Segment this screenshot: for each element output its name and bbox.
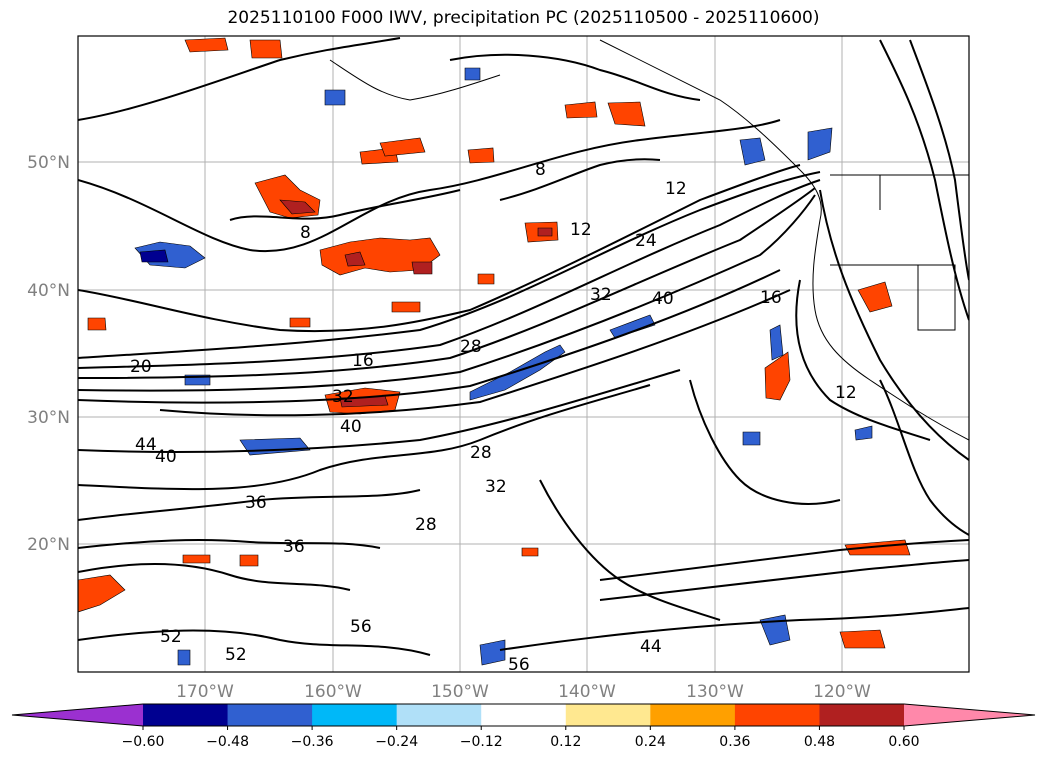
colorbar-segment <box>819 704 905 726</box>
colorbar-segment <box>734 704 820 726</box>
contour-label: 52 <box>225 645 247 665</box>
latitude-labels: 50°N 40°N 30°N 20°N <box>27 153 70 555</box>
contour-label: 24 <box>635 231 657 251</box>
colorbar-tick-label: −0.60 <box>122 734 165 750</box>
contour-label: 52 <box>160 627 182 647</box>
colorbar-tick-label: −0.48 <box>206 734 249 750</box>
colorbar-extend-min <box>12 704 143 726</box>
colorbar-segment <box>227 704 313 726</box>
contour-label: 56 <box>508 655 530 675</box>
colorbar-tick-label: −0.24 <box>375 734 418 750</box>
colorbar-tick-label: 0.60 <box>888 734 919 750</box>
map-area <box>78 36 969 672</box>
contour-label: 16 <box>760 288 782 308</box>
lat-label: 40°N <box>27 281 70 301</box>
contour-label: 12 <box>665 179 687 199</box>
contour-label: 8 <box>535 160 546 180</box>
contour-label: 32 <box>590 285 612 305</box>
colorbar-segment <box>312 704 398 726</box>
contour-label: 12 <box>835 383 857 403</box>
colorbar-tick-label: −0.36 <box>291 734 334 750</box>
colorbar-segment <box>143 704 229 726</box>
precip-positive-patches <box>78 37 911 649</box>
colorbar-segment <box>565 704 651 726</box>
colorbar-ticks: −0.60 −0.48 −0.36 −0.24 −0.12 0.12 0.24 0.36 0.4… <box>122 726 920 750</box>
lon-label: 130°W <box>686 682 744 702</box>
contour-label: 12 <box>570 220 592 240</box>
contour-label: 32 <box>485 477 507 497</box>
colorbar <box>11 703 1036 727</box>
contour-label: 20 <box>130 357 152 377</box>
map-frame <box>77 35 970 673</box>
contour-label: 56 <box>350 617 372 637</box>
coastlines <box>329 39 969 441</box>
colorbar-segment <box>396 704 482 726</box>
contour-label: 28 <box>460 337 482 357</box>
contour-label: 32 <box>332 387 354 407</box>
map-title: 2025110100 F000 IWV, precipitation PC (2… <box>227 8 820 28</box>
colorbar-tick-label: 0.48 <box>804 734 835 750</box>
contour-label: 40 <box>155 447 177 467</box>
colorbar-tick-label: 0.12 <box>550 734 581 750</box>
lat-label: 50°N <box>27 153 70 173</box>
contour-label: 36 <box>283 537 305 557</box>
lon-label: 150°W <box>431 682 489 702</box>
contour-label: 8 <box>300 223 311 243</box>
lon-label: 140°W <box>558 682 616 702</box>
contour-labels: 8 8 12 12 12 16 16 20 24 28 28 28 32 32 … <box>130 160 857 675</box>
contour-label: 40 <box>652 289 674 309</box>
contour-label: 36 <box>245 493 267 513</box>
lat-label: 20°N <box>27 535 70 555</box>
longitude-labels: 170°W 160°W 150°W 140°W 130°W 120°W <box>176 682 871 702</box>
contour-label: 16 <box>352 351 374 371</box>
contour-label: 44 <box>135 435 157 455</box>
colorbar-tick-label: 0.24 <box>635 734 666 750</box>
colorbar-tick-label: 0.36 <box>719 734 750 750</box>
contour-label: 28 <box>470 443 492 463</box>
lat-label: 30°N <box>27 408 70 428</box>
contour-label: 28 <box>415 515 437 535</box>
contour-label: 40 <box>340 417 362 437</box>
colorbar-tick-label: −0.12 <box>460 734 503 750</box>
lon-label: 160°W <box>304 682 362 702</box>
colorbar-segment <box>650 704 736 726</box>
lon-label: 170°W <box>176 682 234 702</box>
lon-label: 120°W <box>813 682 871 702</box>
contour-label: 44 <box>640 637 662 657</box>
colorbar-segment <box>481 704 567 726</box>
iwv-contours <box>78 37 969 656</box>
colorbar-extend-max <box>904 704 1035 726</box>
